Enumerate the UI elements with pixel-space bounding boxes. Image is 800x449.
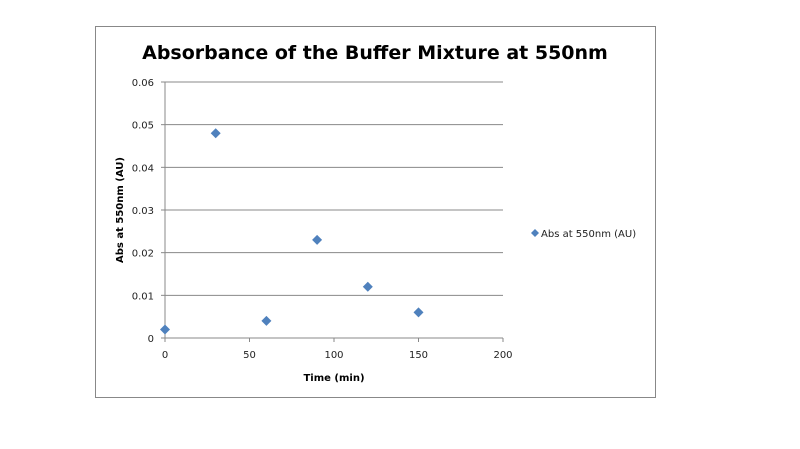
data-point [312,234,323,245]
x-tick-label: 0 [162,350,168,361]
data-point [261,315,272,326]
x-tick-label: 100 [324,350,343,361]
legend-label: Abs at 550nm (AU) [541,229,636,240]
chart-area [95,26,656,398]
data-point [362,281,373,292]
x-tick-label: 200 [493,350,512,361]
data-point [160,324,170,335]
y-tick-label: 0.03 [132,206,154,217]
y-tick-label: 0.01 [132,291,154,302]
x-tick-label: 150 [409,350,428,361]
y-tick-label: 0.05 [132,121,154,132]
y-axis-label: Abs at 550nm (AU) [115,157,126,263]
x-tick-label: 50 [243,350,256,361]
legend: Abs at 550nm (AU) [531,229,636,240]
legend-marker [531,229,539,237]
y-tick-label: 0.04 [132,163,154,174]
y-tick-label: 0.02 [132,249,154,260]
y-tick-label: 0.06 [132,78,154,89]
data-point [413,307,424,318]
y-tick-label: 0 [148,334,154,345]
x-axis-label: Time (min) [303,373,364,384]
data-point [210,128,221,139]
chart-title: Absorbance of the Buffer Mixture at 550n… [142,42,608,64]
